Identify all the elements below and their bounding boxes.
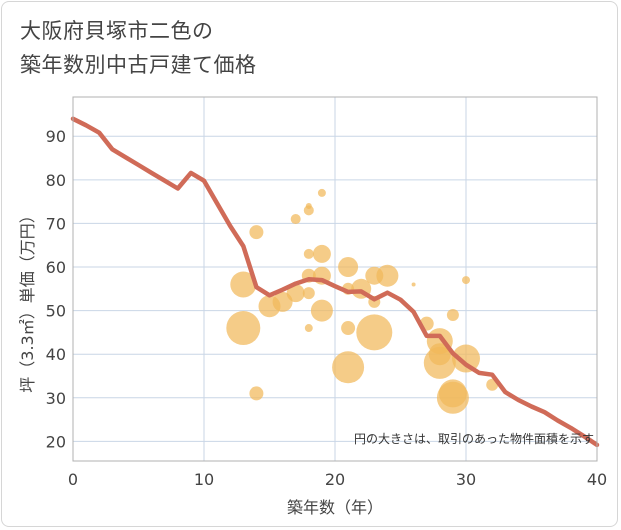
bubble-point [423, 346, 456, 379]
y-tick-label: 30 [46, 389, 66, 408]
bubble-point [317, 188, 326, 197]
bubble-point [303, 205, 314, 216]
bubble-point [338, 257, 359, 278]
bubble-point [303, 248, 314, 259]
bubble-point [249, 386, 264, 401]
bubble-point [341, 321, 356, 336]
bubble-point [230, 271, 257, 298]
x-tick-label: 10 [194, 470, 214, 489]
bubble-point [436, 381, 469, 414]
bubble-point [249, 225, 264, 240]
bubble-point [332, 351, 365, 384]
bubble-point [226, 311, 261, 346]
y-tick-label: 90 [46, 127, 66, 146]
plot-border [72, 96, 598, 462]
x-tick-label: 0 [68, 470, 78, 489]
y-tick-label: 40 [46, 345, 66, 364]
bubble-point [356, 314, 393, 351]
x-tick-label: 20 [325, 470, 345, 489]
average-line [70, 116, 600, 448]
bubble-point [446, 308, 459, 321]
bubble-point [286, 284, 305, 303]
chart-title-line-1: 大阪府貝塚市二色の [20, 19, 214, 43]
x-axis-label: 築年数（年） [287, 498, 383, 517]
bubble-point [302, 287, 315, 300]
bubble-point [305, 202, 312, 209]
y-axis-label: 坪（3.3㎡）単価（万円） [18, 207, 37, 392]
x-tick-label: 40 [587, 470, 607, 489]
y-tick-labels: 20 30 40 50 60 70 80 90 [46, 127, 66, 451]
size-note: 円の大きさは、取引のあった物件面積を示す [354, 431, 594, 446]
y-tick-label: 70 [46, 214, 66, 233]
bubble-series [226, 188, 499, 414]
y-tick-label: 50 [46, 302, 66, 321]
chart-title-line-2: 築年数別中古戸建て価格 [20, 53, 257, 77]
x-tick-labels: 0 10 20 30 40 [68, 470, 607, 489]
bubble-point [290, 214, 301, 225]
x-tick-label: 30 [456, 470, 476, 489]
bubble-point [376, 264, 399, 287]
chart-title: 大阪府貝塚市二色の 築年数別中古戸建て価格 [20, 14, 257, 82]
bubble-point [310, 299, 333, 322]
bubble-point [462, 276, 470, 285]
bubble-point [304, 324, 313, 333]
bubble-point [452, 344, 480, 373]
bubble-point [312, 244, 331, 263]
y-tick-label: 60 [46, 258, 66, 277]
y-tick-label: 80 [46, 171, 66, 190]
bubble-point [411, 282, 416, 287]
y-tick-label: 20 [46, 432, 66, 451]
